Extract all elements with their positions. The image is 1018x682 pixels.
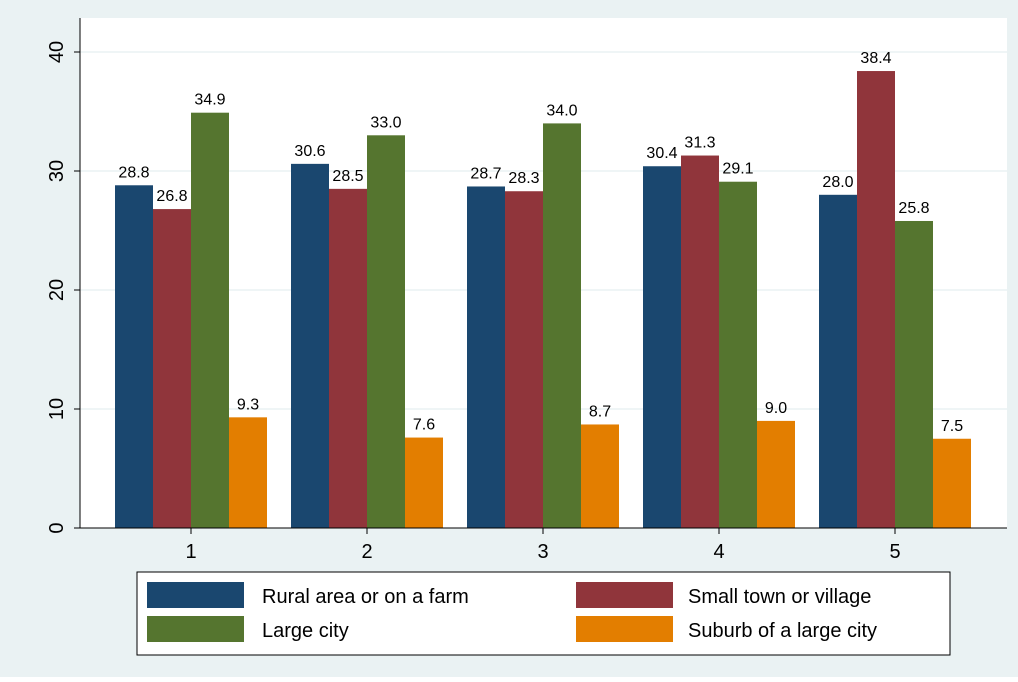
y-tick-label: 0 (46, 522, 68, 533)
data-label: 8.7 (589, 403, 611, 420)
data-label: 30.4 (646, 145, 677, 162)
y-tick-label: 30 (46, 160, 68, 182)
data-label: 28.7 (470, 165, 501, 182)
legend-swatch-1 (147, 582, 244, 608)
bar-2-3 (367, 135, 405, 529)
bar-5-2 (857, 71, 895, 528)
bar-3-4 (581, 424, 619, 528)
data-label: 9.3 (237, 396, 259, 413)
bar-4-2 (681, 155, 719, 528)
data-label: 29.1 (722, 161, 753, 178)
data-label: 28.0 (822, 174, 853, 191)
legend-label-4: Suburb of a large city (688, 620, 877, 642)
data-label: 33.0 (370, 114, 401, 131)
bar-3-3 (543, 123, 581, 529)
legend-label-1: Rural area or on a farm (262, 586, 469, 608)
data-label: 7.6 (413, 417, 435, 434)
data-label: 25.8 (898, 200, 929, 217)
data-label: 28.8 (118, 164, 149, 181)
bar-4-3 (719, 181, 757, 528)
data-label: 30.6 (294, 143, 325, 160)
bar-5-1 (819, 194, 857, 529)
legend-box (136, 571, 951, 656)
data-labels: 28.8 26.8 34.9 9.3 30.6 28.5 33.0 7.6 28.7 28.3 34… (118, 50, 963, 435)
data-label: 9.0 (765, 400, 787, 417)
data-label: 7.5 (941, 418, 963, 435)
data-label: 28.3 (508, 170, 539, 187)
bar-5-3 (895, 220, 933, 529)
bar-4-1 (643, 166, 681, 529)
y-tick-label: 20 (46, 279, 68, 301)
x-tick-label: 1 (185, 541, 196, 563)
data-label: 28.5 (332, 168, 363, 185)
y-tick-label: 40 (46, 41, 68, 63)
legend-swatch-2 (576, 582, 673, 608)
x-tick-label: 3 (537, 541, 548, 563)
legend-label-3: Large city (262, 620, 349, 642)
bar-2-4 (405, 437, 443, 528)
legend-swatch-3 (147, 616, 244, 642)
bar-4-4 (757, 420, 795, 528)
bar-3-2 (505, 191, 543, 529)
data-label: 26.8 (156, 188, 187, 205)
data-label: 31.3 (684, 135, 715, 152)
data-label: 34.0 (546, 102, 577, 119)
axes: 0 10 20 30 40 1 2 3 4 5 (46, 18, 1007, 563)
bars (115, 71, 971, 529)
bar-2-2 (329, 188, 367, 528)
legend-swatch-4 (576, 616, 673, 642)
x-tick-label: 5 (889, 541, 900, 563)
bar-1-2 (153, 209, 191, 528)
y-tick-label: 10 (46, 398, 68, 420)
x-tick-label: 2 (361, 541, 372, 563)
bar-5-4 (933, 438, 971, 528)
data-label: 34.9 (194, 92, 225, 109)
bar-2-1 (291, 163, 329, 529)
bar-1-3 (191, 112, 229, 528)
data-label: 38.4 (860, 50, 891, 67)
bar-1-1 (115, 185, 153, 528)
bar-3-1 (467, 186, 505, 528)
legend-label-2: Small town or village (688, 586, 871, 608)
bar-1-4 (229, 417, 267, 528)
x-tick-label: 4 (713, 541, 724, 563)
legend: Rural area or on a farm Small town or vil… (136, 571, 951, 656)
